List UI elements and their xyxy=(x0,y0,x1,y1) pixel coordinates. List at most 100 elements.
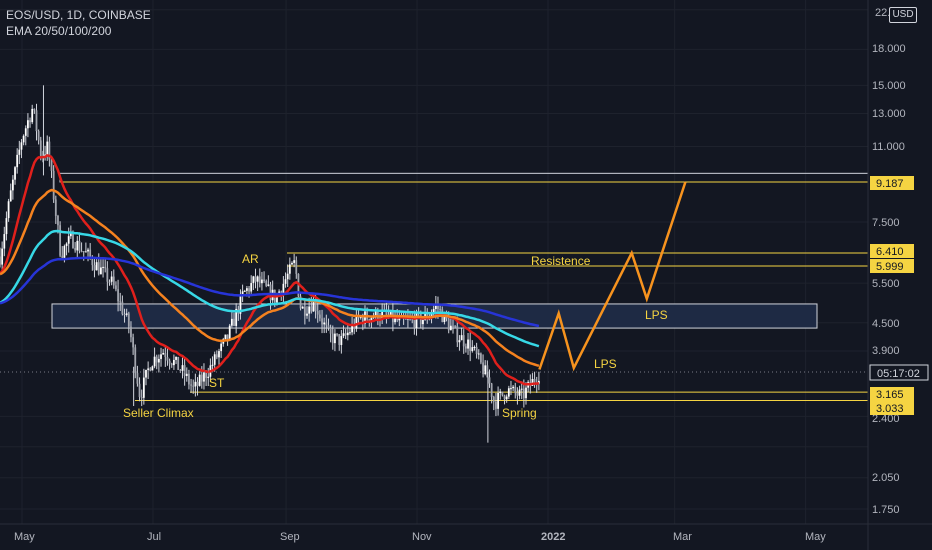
candle-body xyxy=(308,306,311,314)
annotation-spring: Spring xyxy=(502,406,537,420)
x-tick: Mar xyxy=(673,531,692,543)
candle-body xyxy=(87,249,89,252)
candle-body xyxy=(215,354,218,358)
countdown-label: 05:17:02 xyxy=(877,368,920,380)
candle-body xyxy=(505,396,508,400)
candle-body xyxy=(374,309,377,318)
candle-body xyxy=(160,354,162,359)
candle-body xyxy=(37,131,40,141)
candle-body xyxy=(239,294,242,314)
candle-body xyxy=(207,376,210,378)
candle-body xyxy=(9,190,12,202)
candle-body xyxy=(361,316,364,324)
candle-body xyxy=(370,317,373,322)
candle-body xyxy=(78,240,81,252)
currency-badge[interactable]: USD xyxy=(889,7,917,23)
candle-body xyxy=(108,281,111,283)
candle-body xyxy=(492,397,495,402)
candle-body xyxy=(321,318,323,325)
candle-body xyxy=(218,351,220,358)
candle-body xyxy=(18,149,21,155)
candle-body xyxy=(316,310,319,315)
price-label-bg xyxy=(870,387,914,401)
candle-body xyxy=(516,392,519,396)
candle-body xyxy=(349,332,351,334)
candle-body xyxy=(35,110,38,132)
candle-body xyxy=(312,300,315,312)
countdown-box xyxy=(869,364,929,381)
candle-body xyxy=(136,372,139,384)
candle-body xyxy=(486,365,489,378)
candle-body xyxy=(59,225,62,256)
candle-body xyxy=(63,246,66,258)
price-label-bg xyxy=(870,401,914,415)
candle-body xyxy=(211,364,214,366)
candle-body xyxy=(50,159,53,171)
candle-body xyxy=(473,346,476,348)
y-tick: 15.000 xyxy=(872,80,906,92)
candle-body xyxy=(288,264,291,274)
candle-body xyxy=(323,322,326,325)
candle-body xyxy=(318,314,321,319)
candle-body xyxy=(413,318,416,329)
price-label-9187: 9.187 xyxy=(876,178,904,190)
candle-body xyxy=(138,383,141,398)
y-tick: 3.900 xyxy=(872,345,900,357)
candle-body xyxy=(449,325,452,331)
candle-body xyxy=(31,108,34,123)
candle-body xyxy=(443,312,446,323)
price-label-bg xyxy=(870,259,914,273)
candle-body xyxy=(106,268,109,282)
price-axis[interactable]: 22.000 18.000 15.000 13.000 11.000 7.500… xyxy=(869,7,929,516)
x-tick: Jul xyxy=(147,531,161,543)
candle-body xyxy=(501,391,504,396)
candle-body xyxy=(497,392,499,409)
candle-body xyxy=(482,362,484,375)
candle-body xyxy=(291,262,293,265)
candle-body xyxy=(44,154,46,157)
annotation-lps-lower: LPS xyxy=(594,357,617,371)
candle-body xyxy=(11,179,14,191)
candle-body xyxy=(488,377,491,384)
candle-body xyxy=(121,301,124,315)
candle-body xyxy=(52,170,55,200)
annotation-lps-upper: LPS xyxy=(645,308,668,322)
candle-body xyxy=(430,313,433,317)
candle-body xyxy=(434,304,437,309)
candle-body xyxy=(235,308,238,326)
candle-body xyxy=(282,283,285,295)
candle-body xyxy=(72,232,74,249)
x-tick: 2022 xyxy=(541,531,565,543)
candle-body xyxy=(385,309,388,315)
candle-body xyxy=(170,363,173,366)
candle-body xyxy=(33,108,36,111)
candle-body xyxy=(69,232,72,237)
candle-body xyxy=(5,218,8,235)
price-label-6410: 6.410 xyxy=(876,246,904,258)
candle-body xyxy=(24,128,27,136)
candle-body xyxy=(437,304,439,309)
candle-body xyxy=(295,260,298,274)
candle-body xyxy=(310,306,313,312)
y-tick: 11.000 xyxy=(872,141,905,153)
candle-body xyxy=(258,276,261,284)
candle-body xyxy=(286,273,289,280)
candle-body xyxy=(183,365,186,376)
candle-body xyxy=(464,346,467,349)
candle-body xyxy=(454,325,457,327)
y-tick: 2.050 xyxy=(872,472,900,484)
candle-body xyxy=(340,336,343,345)
candle-body xyxy=(306,313,308,316)
candle-body xyxy=(164,353,167,358)
candle-body xyxy=(252,276,255,284)
candle-body xyxy=(269,284,272,301)
candle-body xyxy=(130,326,132,338)
candle-body xyxy=(117,289,119,302)
price-label-bg xyxy=(870,244,914,258)
ema50-line xyxy=(0,188,540,368)
candle-body xyxy=(241,291,244,295)
price-label-5999: 5.999 xyxy=(876,261,904,273)
candle-body xyxy=(175,356,177,360)
time-axis[interactable]: May Jul Sep Nov 2022 Mar May xyxy=(14,531,826,543)
